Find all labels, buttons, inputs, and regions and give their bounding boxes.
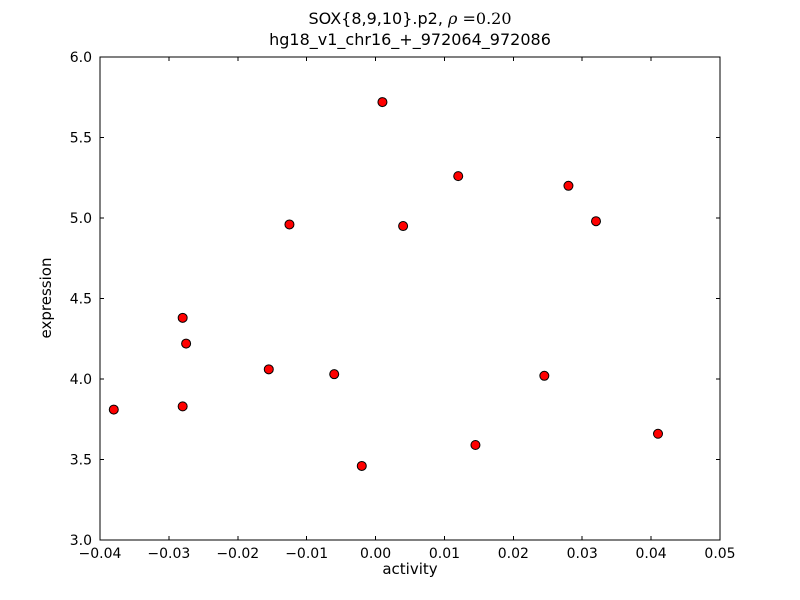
y-tick-label: 3.5 <box>70 453 92 469</box>
plot-frame <box>99 56 721 541</box>
data-point <box>398 221 409 232</box>
chart-title-block: SOX{8,9,10}.p2, ρ =0.20 hg18_v1_chr16_+_… <box>100 8 720 50</box>
x-tick-label: −0.01 <box>285 546 328 562</box>
data-point <box>263 364 274 375</box>
y-tick-label: 3.0 <box>70 533 92 549</box>
title-text: SOX{8,9,10}.p2, <box>308 9 448 28</box>
data-point <box>563 180 574 191</box>
data-point <box>284 219 295 230</box>
data-point <box>177 312 188 323</box>
x-axis-label: activity <box>382 560 438 578</box>
x-tick-label: 0.01 <box>429 546 460 562</box>
data-point <box>181 338 192 349</box>
rho-value: =0.20 <box>457 9 512 28</box>
x-tick-label: 0.03 <box>567 546 598 562</box>
x-tick-label: 0.02 <box>498 546 529 562</box>
data-point <box>453 171 464 182</box>
data-point <box>539 370 550 381</box>
y-tick-label: 6.0 <box>70 50 92 66</box>
data-point <box>377 97 388 108</box>
y-tick-label: 5.0 <box>70 211 92 227</box>
data-point <box>108 404 119 415</box>
x-tick-label: 0.04 <box>636 546 667 562</box>
data-point <box>653 428 663 439</box>
y-tick-label: 5.5 <box>70 131 92 147</box>
y-tick-label: 4.0 <box>70 372 92 388</box>
y-tick-label: 4.5 <box>70 292 92 308</box>
data-point <box>329 369 340 380</box>
x-tick-label: −0.02 <box>216 546 259 562</box>
data-point <box>470 440 481 451</box>
data-point <box>177 401 188 412</box>
chart-subtitle: hg18_v1_chr16_+_972064_972086 <box>269 30 551 49</box>
data-point <box>356 460 367 471</box>
x-tick-label: 0.00 <box>360 546 391 562</box>
x-tick-label: −0.04 <box>79 546 122 562</box>
chart-title: SOX{8,9,10}.p2, ρ =0.20 <box>100 8 720 29</box>
x-tick-label: 0.05 <box>704 546 735 562</box>
rho-symbol: ρ <box>448 9 458 28</box>
x-tick-label: −0.03 <box>147 546 190 562</box>
data-point <box>591 216 601 227</box>
